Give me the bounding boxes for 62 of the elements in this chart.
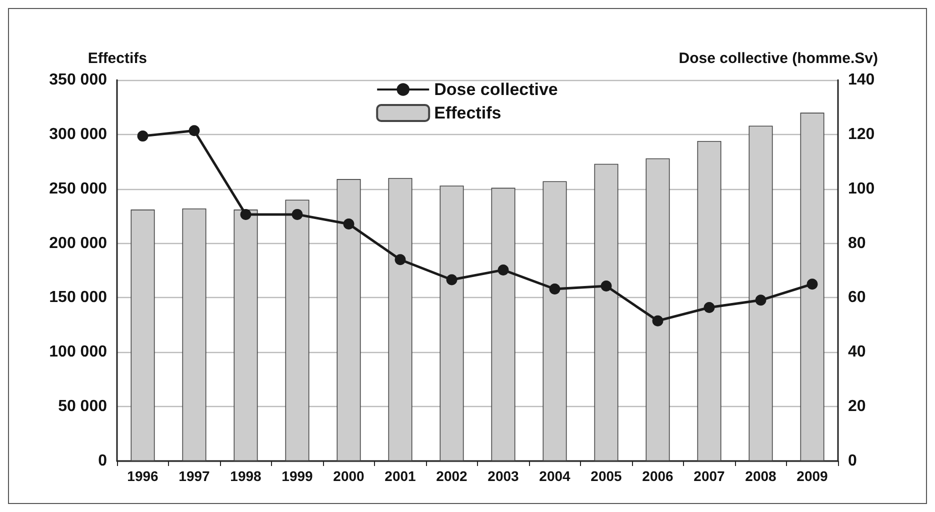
- bar: [130, 210, 155, 461]
- y-axis-title: Effectifs: [88, 50, 147, 67]
- x-tick-label: 1998: [230, 468, 262, 484]
- bar: [182, 208, 206, 461]
- y2-tick-label: 80: [848, 234, 866, 252]
- bar: [388, 178, 412, 461]
- point: [343, 218, 354, 230]
- x-tick-label: 2004: [539, 468, 571, 484]
- y-tick-label: 100 000: [49, 344, 108, 361]
- point: [240, 208, 252, 220]
- y2-tick-label: 40: [848, 344, 866, 361]
- point: [292, 208, 303, 220]
- y-tick-label: 0: [98, 452, 108, 470]
- x-tick-label: 1997: [178, 468, 210, 484]
- x-tick-label: 2009: [796, 468, 828, 484]
- y2-tick-label: 20: [848, 398, 866, 416]
- y-tick-label: 250 000: [49, 180, 108, 198]
- bar: [594, 164, 618, 461]
- y-tick-label: 300 000: [49, 126, 108, 143]
- legend-label: Effectifs: [434, 104, 502, 122]
- point: [498, 264, 509, 276]
- y2-axis-title: Dose collective (homme.Sv): [678, 50, 878, 67]
- x-tick-label: 1999: [282, 468, 314, 484]
- y2-tick-label: 140: [848, 72, 875, 88]
- y-tick-label: 200 000: [49, 234, 108, 252]
- point: [188, 125, 200, 136]
- point: [755, 294, 766, 306]
- bar: [542, 181, 567, 461]
- bar: [748, 126, 773, 461]
- bar: [491, 188, 516, 461]
- y2-tick-label: 60: [848, 289, 866, 306]
- point: [652, 315, 664, 326]
- bar: [234, 210, 258, 461]
- x-tick-label: 1996: [127, 468, 159, 484]
- y-tick-label: 50 000: [58, 398, 108, 416]
- y2-tick-label: 100: [848, 180, 875, 198]
- x-tick-label: 2005: [590, 468, 622, 484]
- legend-label: Dose collective: [434, 80, 558, 99]
- bar: [336, 179, 361, 461]
- x-tick-label: 2002: [436, 468, 468, 484]
- y2-tick-label: 120: [848, 126, 875, 143]
- x-tick-label: 2007: [694, 468, 726, 484]
- point: [600, 280, 612, 292]
- bar: [440, 186, 464, 461]
- bar: [646, 158, 670, 461]
- y2-tick-label: 0: [848, 452, 857, 470]
- x-tick-label: 2008: [745, 468, 777, 484]
- y-tick-label: 350 000: [49, 72, 108, 88]
- bar: [800, 112, 824, 461]
- point: [446, 274, 458, 286]
- x-tick-label: 2003: [488, 468, 520, 484]
- x-tick-label: 2001: [384, 468, 416, 484]
- bar: [697, 140, 722, 461]
- bar: [285, 200, 310, 461]
- y-tick-label: 150 000: [49, 289, 108, 306]
- point: [704, 302, 715, 314]
- point: [549, 284, 560, 295]
- x-tick-label: 2006: [642, 468, 674, 484]
- point: [806, 278, 818, 290]
- point: [137, 130, 148, 142]
- x-tick-label: 2000: [333, 468, 365, 484]
- point: [394, 254, 406, 266]
